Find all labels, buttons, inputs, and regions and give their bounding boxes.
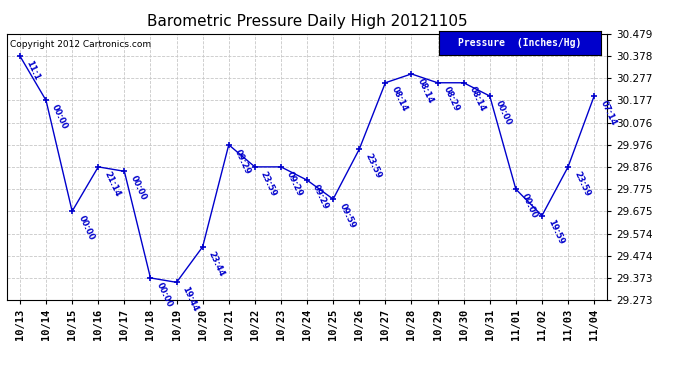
Text: 09:29: 09:29 xyxy=(233,148,253,176)
Text: 23:59: 23:59 xyxy=(572,170,591,198)
Text: 09:29: 09:29 xyxy=(311,183,331,211)
Text: 19:44: 19:44 xyxy=(181,285,200,313)
Text: 00:00: 00:00 xyxy=(494,99,513,126)
Text: Copyright 2012 Cartronics.com: Copyright 2012 Cartronics.com xyxy=(10,40,151,50)
Text: 08:29: 08:29 xyxy=(442,86,461,113)
Text: 09:59: 09:59 xyxy=(337,202,357,230)
Text: 19:59: 19:59 xyxy=(546,219,566,246)
Text: 23:59: 23:59 xyxy=(364,152,383,180)
Text: 21:14: 21:14 xyxy=(102,170,122,198)
Text: 23:44: 23:44 xyxy=(207,250,226,278)
Text: 09:29: 09:29 xyxy=(285,170,304,198)
Text: 00:00: 00:00 xyxy=(77,214,96,242)
Text: 23:59: 23:59 xyxy=(259,170,279,198)
Title: Barometric Pressure Daily High 20121105: Barometric Pressure Daily High 20121105 xyxy=(147,13,467,28)
Text: 00:00: 00:00 xyxy=(155,281,174,308)
Text: 08:14: 08:14 xyxy=(415,77,435,105)
Text: 08:14: 08:14 xyxy=(390,86,409,114)
Text: 00:00: 00:00 xyxy=(520,192,540,220)
Text: 00:00: 00:00 xyxy=(128,174,148,202)
Text: 07:14: 07:14 xyxy=(598,99,618,127)
Text: 08:14: 08:14 xyxy=(468,86,487,114)
Text: 00:00: 00:00 xyxy=(50,103,70,131)
Text: 11:1: 11:1 xyxy=(24,59,41,82)
